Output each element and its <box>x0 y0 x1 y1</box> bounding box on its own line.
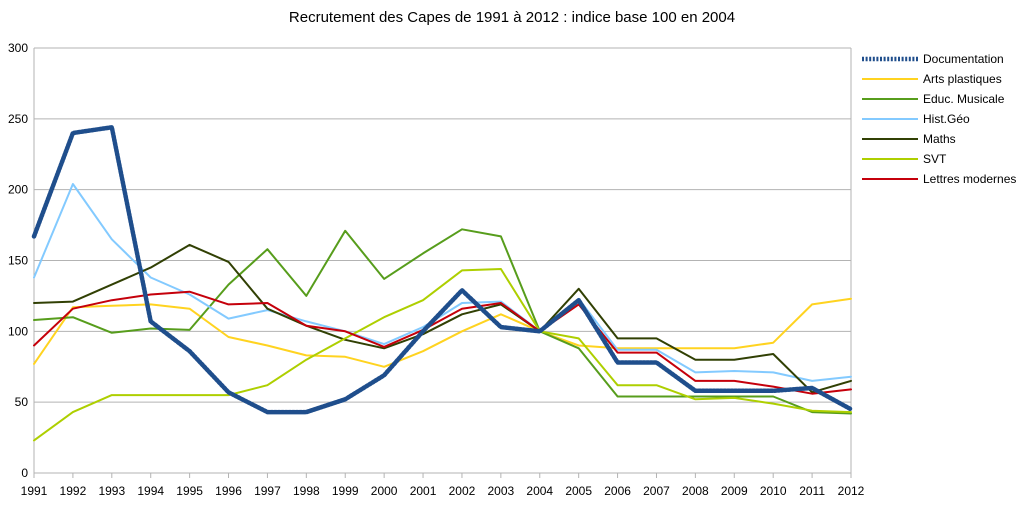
x-tick-label: 1992 <box>60 484 87 498</box>
x-tick-label: 1993 <box>98 484 125 498</box>
legend-label: Documentation <box>923 52 1004 66</box>
series-layer <box>31 125 854 442</box>
legend-label: Arts plastiques <box>923 72 1002 86</box>
legend-label: Maths <box>923 132 956 146</box>
x-tick-label: 2007 <box>643 484 670 498</box>
legend-label: Hist.Géo <box>923 112 970 126</box>
series-line-educ-musicale <box>33 228 852 415</box>
legend-label: SVT <box>923 152 947 166</box>
x-tick-label: 1997 <box>254 484 281 498</box>
x-tick-label: 2008 <box>682 484 709 498</box>
x-tick-label: 1996 <box>215 484 242 498</box>
y-tick-label: 150 <box>8 254 28 268</box>
series-line-arts-plastiques <box>33 297 852 368</box>
x-tick-label: 1995 <box>176 484 203 498</box>
y-tick-label: 50 <box>15 395 29 409</box>
x-tick-label: 1999 <box>332 484 359 498</box>
series-line-lettres-modernes <box>33 290 852 395</box>
legend-label: Educ. Musicale <box>923 92 1005 106</box>
legend-label: Lettres modernes <box>923 172 1016 186</box>
x-tick-label: 2012 <box>838 484 865 498</box>
x-tick-label: 2004 <box>526 484 553 498</box>
x-tick-label: 2000 <box>371 484 398 498</box>
x-tick-label: 1998 <box>293 484 320 498</box>
chart-title: Recrutement des Capes de 1991 à 2012 : i… <box>289 9 735 26</box>
x-tick-label: 2002 <box>449 484 476 498</box>
x-tick-label: 2006 <box>604 484 631 498</box>
y-tick-label: 0 <box>21 466 28 480</box>
x-tick-label: 2003 <box>488 484 515 498</box>
y-tick-label: 250 <box>8 112 28 126</box>
x-tick-label: 1991 <box>21 484 48 498</box>
y-tick-label: 200 <box>8 183 28 197</box>
grid-layer <box>34 47 851 474</box>
series-line-documentation <box>31 125 854 415</box>
legend: Documentation Arts plastiques Educ. Musica… <box>862 52 1016 186</box>
x-tick-label: 2009 <box>721 484 748 498</box>
series-line-hist-g-o <box>33 183 852 382</box>
series-line-svt <box>33 268 852 442</box>
x-tick-label: 1994 <box>137 484 164 498</box>
y-tick-label: 300 <box>8 41 28 55</box>
x-tick-label: 2010 <box>760 484 787 498</box>
y-tick-label: 100 <box>8 324 28 338</box>
axis-layer: 0 50 100 150 200 250 300 1991 1992 1993 1994 1995 19… <box>8 41 865 498</box>
series-line-maths <box>33 243 852 394</box>
x-tick-label: 2005 <box>565 484 592 498</box>
x-tick-label: 2011 <box>799 484 825 498</box>
x-tick-label: 2001 <box>410 484 437 498</box>
